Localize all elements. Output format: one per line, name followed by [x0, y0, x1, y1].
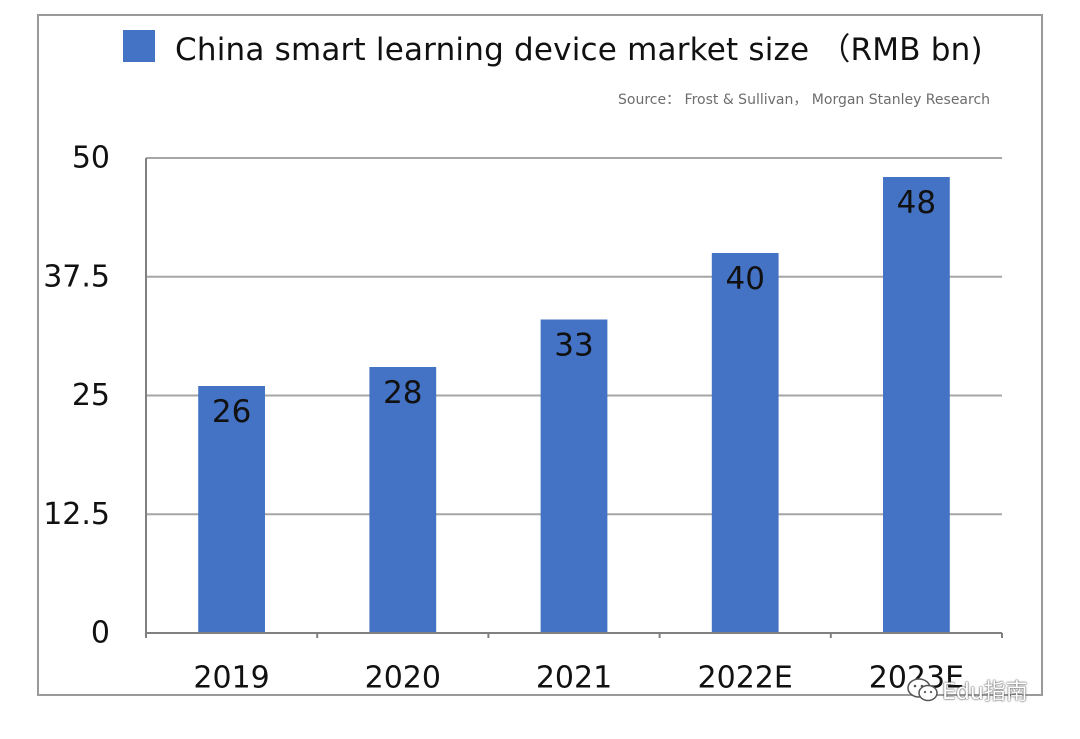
x-tick-label: 2021: [536, 661, 612, 696]
data-label: 40: [725, 261, 764, 297]
legend-swatch: [123, 30, 155, 62]
bars: [198, 177, 950, 633]
x-tick-label: 2020: [365, 661, 441, 696]
legend-label: China smart learning device market size …: [175, 31, 983, 68]
bar: [369, 367, 437, 633]
x-tick-label: 2019: [193, 661, 269, 696]
source-note: Source： Frost & Sullivan， Morgan Stanley…: [618, 92, 991, 108]
watermark-text: Edu指南: [942, 680, 1028, 705]
y-tick-label: 37.5: [43, 259, 110, 294]
bar: [540, 319, 608, 633]
wechat-icon: [907, 678, 938, 702]
chart-legend: China smart learning device market size …: [123, 24, 983, 68]
data-label: 28: [383, 375, 422, 411]
x-tick-label: 2022E: [698, 661, 793, 696]
bar: [198, 386, 265, 633]
data-label: 26: [212, 394, 251, 430]
y-tick-label: 12.5: [43, 497, 110, 532]
data-label: 48: [897, 185, 936, 221]
axes: [145, 158, 1003, 638]
y-tick-label: 25: [72, 378, 110, 413]
bar: [711, 253, 779, 633]
labels: 0 12.5 25 37.5 50 26 2019 28 2020 33 2021 40 2022E 48…: [43, 141, 964, 696]
y-tick-label: 50: [72, 141, 110, 176]
y-tick-label: 0: [91, 616, 110, 651]
watermark: Edu指南: [906, 674, 1028, 706]
data-label: 33: [554, 328, 593, 364]
bar: [883, 177, 950, 633]
